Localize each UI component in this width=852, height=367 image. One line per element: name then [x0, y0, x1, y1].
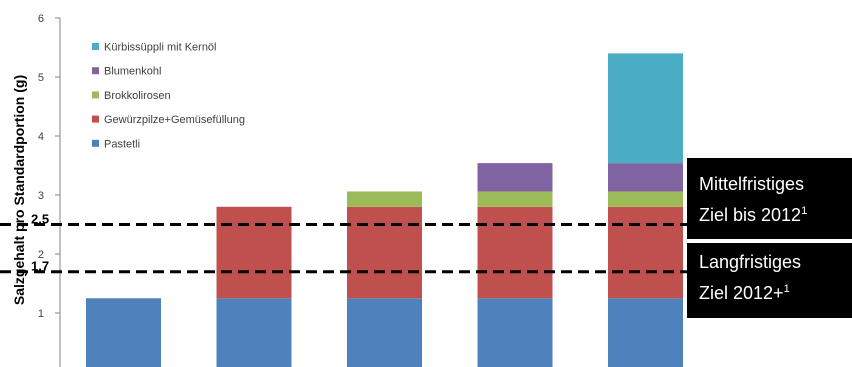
- legend: Kürbissüppli mit Kernöl Blumenkohl Brokkol…: [92, 42, 245, 150]
- legend-swatch: [92, 139, 99, 147]
- bar-segment: [608, 163, 683, 192]
- long-term-goal-footnote: 1: [783, 283, 790, 295]
- bars-layer: [86, 53, 683, 367]
- legend-label: Brokkolirosen: [104, 90, 171, 102]
- mid-term-goal-footnote: 1: [801, 205, 808, 217]
- legend-label: Blumenkohl: [104, 66, 161, 78]
- bar-segment: [216, 206, 292, 299]
- bar-segment: [347, 191, 422, 207]
- legend-label: Gewürzpilze+Gemüsefüllung: [104, 114, 245, 126]
- legend-label: Pastetli: [104, 138, 140, 150]
- long-term-goal-line2: Ziel 2012+1: [699, 276, 852, 307]
- y-tick-label: 1: [38, 308, 44, 320]
- legend-label: Kürbissüppli mit Kernöl: [104, 42, 217, 54]
- bar-segment: [216, 298, 292, 367]
- reference-line-label: 1.7: [31, 259, 49, 274]
- bar-segment: [477, 191, 553, 207]
- legend-swatch: [92, 67, 99, 75]
- bar-segment: [608, 206, 683, 299]
- bar-segment: [86, 298, 161, 367]
- bar-segment: [477, 206, 553, 299]
- mid-term-goal-line2-text: Ziel bis 2012: [699, 205, 802, 225]
- y-tick-label: 4: [38, 131, 44, 143]
- bar-segment: [608, 53, 683, 164]
- legend-swatch: [92, 115, 99, 123]
- mid-term-goal-line2: Ziel bis 20121: [699, 198, 852, 229]
- y-tick-label: 6: [38, 13, 44, 25]
- axis-layer: 1 2 3 4 5 6 Salzgehalt pro Standardportion (g): [11, 13, 61, 367]
- bar-segment: [608, 191, 683, 207]
- reference-line-label: 2.5: [31, 212, 49, 227]
- legend-swatch: [92, 91, 99, 99]
- mid-term-goal-line1: Mittelfristiges: [699, 174, 805, 194]
- long-term-goal-box: Langfristiges Ziel 2012+1: [687, 243, 852, 318]
- bar-segment: [477, 163, 553, 192]
- y-tick-label: 3: [38, 190, 44, 202]
- legend-swatch: [92, 43, 99, 50]
- y-tick-label: 2: [38, 249, 44, 261]
- y-axis-label: Salzgehalt pro Standardportion (g): [11, 75, 27, 305]
- long-term-goal-line2-text: Ziel 2012+: [699, 283, 784, 303]
- bar-segment: [477, 298, 553, 367]
- bar-segment: [347, 206, 422, 299]
- bar-segment: [347, 298, 422, 367]
- bar-segment: [608, 298, 683, 367]
- y-tick-label: 5: [38, 72, 44, 84]
- long-term-goal-line1: Langfristiges: [699, 252, 802, 272]
- mid-term-goal-box: Mittelfristiges Ziel bis 20121: [687, 158, 852, 239]
- reference-lines: 2.5 1.7: [0, 212, 687, 274]
